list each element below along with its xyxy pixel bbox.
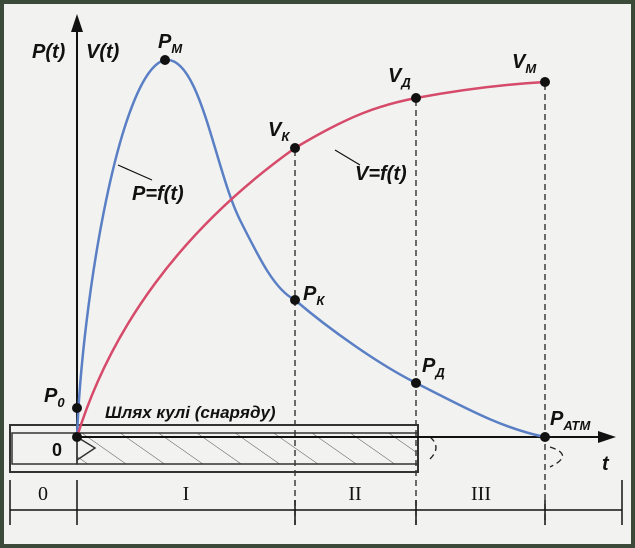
barrel-label: Шлях кулі (снаряду): [105, 403, 276, 422]
diagram: P(t) V(t) t PМ VК VД VМ PК PД P0 PАТМ P=…: [0, 0, 635, 548]
period-label: III: [471, 483, 491, 505]
period-label: I: [183, 483, 190, 505]
period-label: II: [348, 483, 361, 505]
period-label: 0: [38, 483, 48, 505]
barrel-start: 0: [52, 440, 62, 460]
axis-label: P(t): [32, 41, 66, 63]
axis-label: V(t): [86, 41, 120, 63]
curve-label: V=f(t): [355, 163, 407, 185]
curve-label: P=f(t): [132, 183, 184, 205]
page: P(t) V(t) t PМ VК VД VМ PК PД P0 PАТМ P=…: [0, 0, 635, 548]
